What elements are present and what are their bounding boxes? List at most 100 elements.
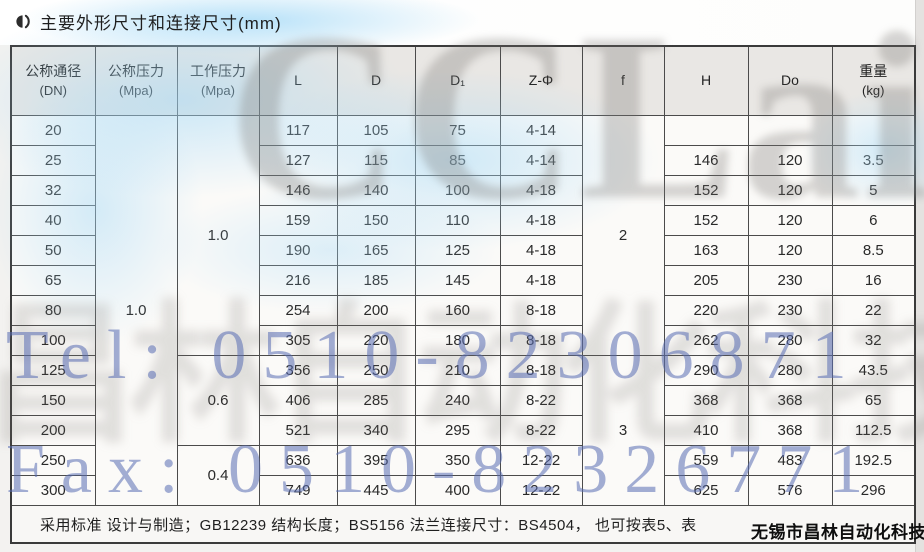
cell-H: 146 [663,145,749,176]
cell-D1: 125 [414,235,501,266]
col-header-label: Do [781,72,799,89]
cell-wt [831,115,916,146]
cell-H: 410 [663,415,749,446]
cell-wt: 296 [831,475,916,506]
cell-Do: 120 [747,145,833,176]
cell-D1: 210 [414,355,501,386]
col-header-D: D [336,45,416,116]
cell-Z: 8-22 [499,415,583,446]
cell-dn: 200 [10,415,96,446]
cell-Do: 120 [747,175,833,206]
cell-Z: 12-22 [499,475,583,506]
cell-wt: 192.5 [831,445,916,476]
cell-L: 190 [258,235,338,266]
col-header-label: 公称通径 [25,63,82,80]
cell-dn: 100 [10,325,96,356]
page-title: 主要外形尺寸和连接尺寸(mm) [40,14,282,33]
col-header-sub: (DN) [39,82,67,98]
cell-Do: 280 [747,325,833,356]
cell-D: 105 [336,115,416,146]
col-header-label: D [370,72,382,89]
cell-Do: 368 [747,415,833,446]
cell-L: 406 [258,385,338,416]
cell-D: 340 [336,415,416,446]
cell-dn: 25 [10,145,96,176]
cell-D1: 75 [414,115,501,146]
cell-dn: 250 [10,445,96,476]
cell-dn: 65 [10,265,96,296]
cell-D: 445 [336,475,416,506]
cell-Z: 4-14 [499,145,583,176]
col-header-label: H [700,72,712,89]
cell-Do: 368 [747,385,833,416]
cell-D1: 85 [414,145,501,176]
col-header-sub: (Mpa) [119,82,153,98]
cell-wt: 112.5 [831,415,916,446]
cell-H: 559 [663,445,749,476]
cell-Do: 120 [747,235,833,266]
cell-wt: 8.5 [831,235,916,266]
cell-wt: 43.5 [831,355,916,386]
cell-H: 152 [663,175,749,206]
col-header-label: L [294,72,302,89]
cell-H: 205 [663,265,749,296]
cell-L: 159 [258,205,338,236]
cell-wp: 0.4 [176,445,260,506]
col-header-label: 重量 [859,63,888,80]
cell-D: 115 [336,145,416,176]
cell-D: 285 [336,385,416,416]
cell-wt: 5 [831,175,916,206]
cell-Z: 4-18 [499,175,583,206]
cell-f: 2 [581,115,665,356]
cell-dn: 300 [10,475,96,506]
standards-note: 采用标准 设计与制造；GB12239 结构长度；BS5156 法兰连接尺寸：BS… [10,505,916,544]
cell-L: 305 [258,325,338,356]
cell-wp: 1.0 [176,115,260,356]
col-header-D1: D₁ [414,45,501,116]
cell-dn: 50 [10,235,96,266]
cell-Z: 8-18 [499,355,583,386]
header-row: 公称通径 (DN) 公称压力 (Mpa) 工作压力 (Mpa) L D D₁ Z-Φ f H Do 重量 (… [10,45,916,116]
cell-D1: 350 [414,445,501,476]
cell-f: 3 [581,355,665,506]
col-header-H: H [663,45,749,116]
cell-L: 146 [258,175,338,206]
cell-D1: 400 [414,475,501,506]
cell-Z: 8-18 [499,295,583,326]
cell-H: 163 [663,235,749,266]
cell-Z: 8-18 [499,325,583,356]
col-header-label: 公称压力 [108,63,164,80]
col-header-label: D₁ [450,72,465,89]
cell-Do: 230 [747,295,833,326]
cell-L: 127 [258,145,338,176]
cell-D1: 160 [414,295,501,326]
cell-dn: 40 [10,205,96,236]
col-header-label: f [621,72,625,89]
cell-wt: 32 [831,325,916,356]
cell-Do: 120 [747,205,833,236]
cell-D: 200 [336,295,416,326]
cell-dn: 150 [10,385,96,416]
col-header-sub: (Mpa) [201,82,235,98]
bullet-speaker-icon [16,14,30,29]
cell-Z: 4-14 [499,115,583,146]
cell-wp: 0.6 [176,355,260,446]
cell-D: 150 [336,205,416,236]
cell-Do: 576 [747,475,833,506]
cell-D1: 100 [414,175,501,206]
note-row: 采用标准 设计与制造；GB12239 结构长度；BS5156 法兰连接尺寸：BS… [10,505,916,544]
cell-D: 395 [336,445,416,476]
cell-Do: 483 [747,445,833,476]
table-row: 20 1.0 1.0 117 105 75 4-14 2 [10,115,916,506]
cell-Do: 280 [747,355,833,386]
cell-L: 117 [258,115,338,146]
spec-table-body: 20 1.0 1.0 117 105 75 4-14 2 25 127 115 85 4-14 146 12… [10,115,916,544]
cell-Z: 4-18 [499,235,583,266]
col-header-L: L [258,45,338,116]
col-header-sub: (kg) [862,82,885,98]
cell-wt: 16 [831,265,916,296]
cell-pn: 1.0 [94,115,178,506]
cell-D: 185 [336,265,416,296]
cell-D: 250 [336,355,416,386]
